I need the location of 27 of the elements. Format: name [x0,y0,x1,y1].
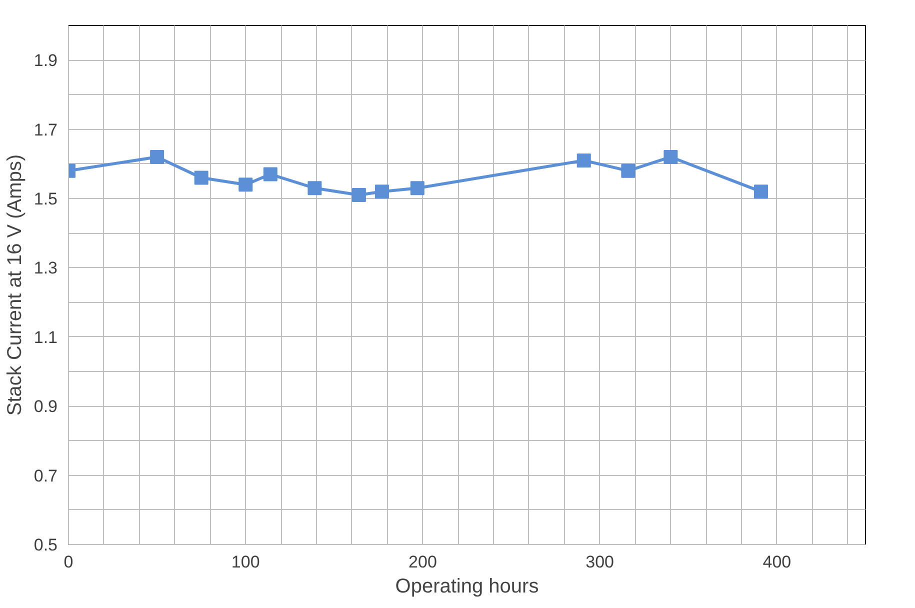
y-tick-label: 0.9 [34,397,58,416]
x-tick-label: 300 [586,552,614,572]
y-tick-label: 1.9 [34,51,58,70]
point [754,184,768,199]
y-tick-label: 1.7 [34,120,58,140]
y-tick-label: 1.5 [34,190,58,208]
point [664,150,678,164]
y-tick-label: 1.1 [34,328,58,347]
y-axis-title: Stack Current at 16 V (Amps) [4,154,26,416]
point [238,178,253,192]
point [352,188,366,202]
point [374,184,389,199]
x-tick-label: 400 [762,552,792,572]
point [410,181,424,196]
point [308,181,322,196]
point [263,167,278,182]
y-tick-label: 0.5 [34,536,58,554]
point [576,153,591,168]
x-tick-label: 200 [408,552,437,572]
y-tick-label: 1.3 [34,258,58,278]
x-tick-label: 100 [231,552,260,572]
x-tick-label: 0 [64,552,74,572]
point [194,170,208,185]
x-axis-title: Operating hours [395,576,539,598]
y-tick-label: 0.7 [34,466,58,486]
point [150,150,164,164]
point [621,164,636,178]
